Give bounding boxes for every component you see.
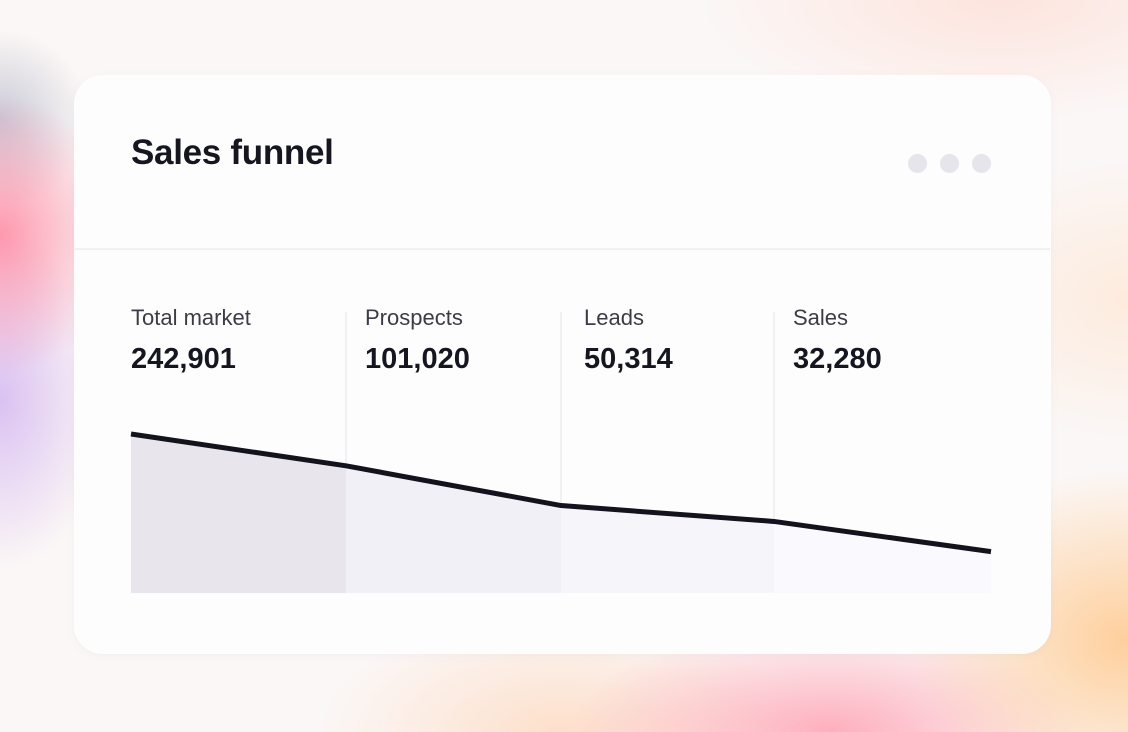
stage-label: Prospects — [365, 305, 463, 330]
card-title: Sales funnel — [131, 133, 334, 172]
stage-value: 242,901 — [131, 343, 236, 375]
stage-value: 50,314 — [584, 343, 673, 375]
more-options-button[interactable] — [908, 151, 998, 175]
stage-value: 32,280 — [793, 343, 882, 375]
more-horizontal-icon — [972, 153, 991, 173]
stage-sales: Sales 32,280 — [793, 304, 882, 376]
more-horizontal-icon — [908, 153, 927, 173]
stage-label: Sales — [793, 305, 849, 330]
stage-label: Leads — [584, 305, 644, 330]
funnel-area-segment — [561, 505, 774, 593]
stage-total-market: Total market 242,901 — [131, 304, 251, 376]
stage-leads: Leads 50,314 — [584, 304, 673, 376]
funnel-area-chart — [130, 312, 992, 593]
header-divider — [75, 248, 1050, 250]
stage-prospects: Prospects 101,020 — [365, 304, 470, 376]
funnel-area-segment — [131, 434, 346, 593]
more-horizontal-icon — [940, 153, 959, 173]
funnel-trend-line — [130, 431, 992, 555]
sales-funnel-card: Sales funnel Total market 242,901 Prospe… — [75, 76, 1050, 653]
stage-value: 101,020 — [365, 343, 470, 375]
funnel-area-segment — [774, 521, 991, 593]
stage-label: Total market — [131, 305, 251, 330]
